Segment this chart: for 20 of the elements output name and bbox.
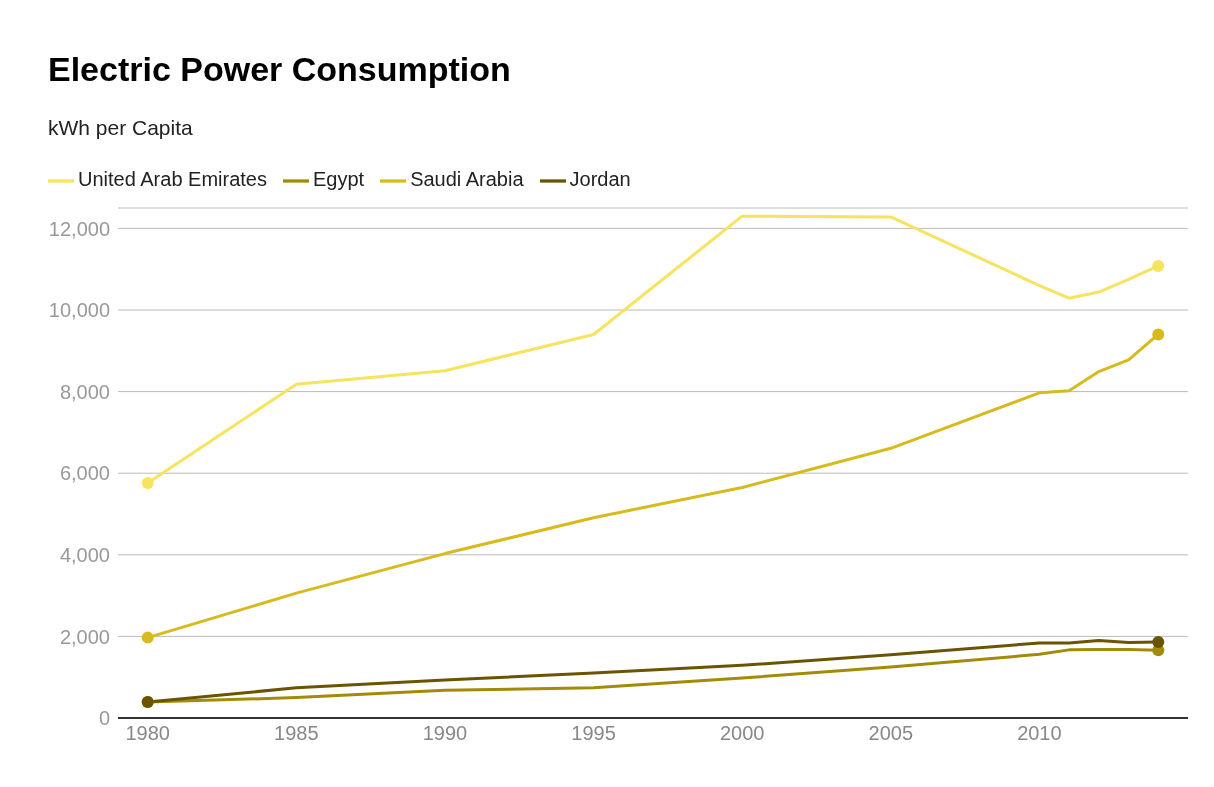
y-tick-label: 0 [98, 707, 110, 730]
x-tick-label: 1985 [274, 722, 319, 745]
x-tick-label: 1995 [571, 722, 616, 745]
x-tick-label: 1980 [125, 722, 170, 745]
x-tick-label: 2000 [719, 722, 765, 745]
y-tick-label: 6,000 [59, 462, 110, 485]
legend-label: Jordan [569, 168, 631, 191]
legend-label: Saudi Arabia [410, 168, 524, 191]
x-tick-label: 2005 [868, 722, 914, 745]
legend-label: Egypt [312, 168, 365, 191]
x-tick-label: 2010 [1017, 722, 1062, 745]
legend-label: United Arab Emirates [78, 168, 267, 191]
y-tick-label: 10,000 [48, 299, 110, 322]
x-tick-label: 1990 [422, 722, 468, 745]
chart-subtitle: kWh per Capita [48, 116, 193, 140]
chart-title: Electric Power Consumption [48, 50, 511, 89]
y-tick-label: 8,000 [59, 380, 110, 403]
y-tick-label: 2,000 [59, 625, 110, 648]
y-tick-label: 4,000 [59, 543, 110, 566]
y-tick-label: 12,000 [48, 217, 110, 240]
